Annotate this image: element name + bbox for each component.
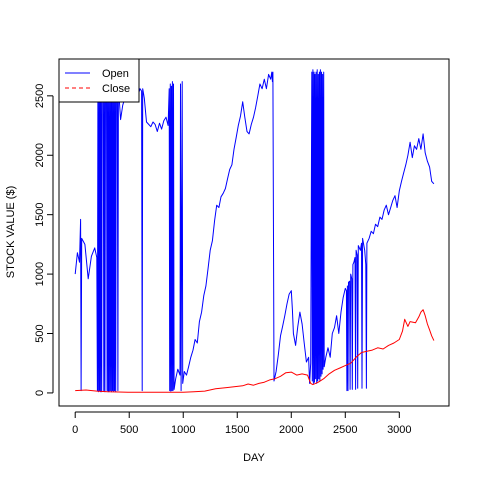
y-axis-title: STOCK VALUE ($) (5, 186, 17, 279)
x-tick-label: 1000 (171, 424, 195, 436)
legend-close-label: Close (102, 83, 130, 95)
x-tick-label: 2500 (333, 424, 357, 436)
y-tick-label: 2000 (34, 143, 46, 167)
x-tick-label: 3000 (387, 424, 411, 436)
series-layer (74, 69, 435, 393)
x-tick-label: 1500 (225, 424, 249, 436)
series-line-close (75, 309, 435, 393)
y-tick-label: 1500 (34, 202, 46, 226)
y-axis: 0 500 1000 1500 2000 2500 (34, 84, 54, 396)
y-tick-label: 500 (34, 324, 46, 342)
series-line-open (74, 69, 435, 393)
x-axis-title: DAY (243, 452, 265, 464)
legend: Open Close (58, 58, 140, 103)
x-tick-label: 500 (120, 424, 138, 436)
legend-box (58, 58, 140, 103)
legend-open-label: Open (102, 68, 129, 80)
y-tick-label: 2500 (34, 84, 46, 108)
x-axis: 0 500 1000 1500 2000 2500 3000 (72, 411, 412, 436)
x-tick-label: 0 (72, 424, 78, 436)
y-tick-label: 0 (34, 390, 46, 396)
x-tick-label: 2000 (279, 424, 303, 436)
plot-frame (58, 58, 450, 407)
y-tick-label: 1000 (34, 262, 46, 286)
